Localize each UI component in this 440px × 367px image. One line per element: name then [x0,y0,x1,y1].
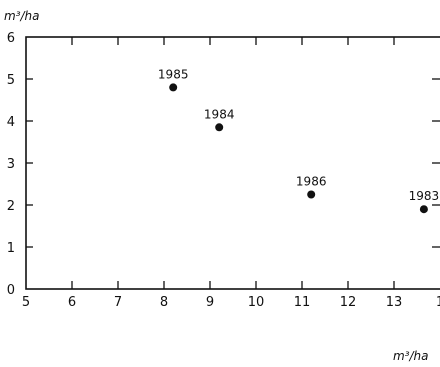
x-axis-label: m³/ha [393,349,429,363]
y-tick-labels: 0 1 2 3 4 5 6 [7,31,15,298]
x-tick-label: 13 [386,295,403,310]
x-tick-label: 6 [68,295,76,310]
y-tick-label: 4 [7,115,15,130]
data-label-1986: 1986 [296,175,327,189]
y-axis-label: m³/ha [4,9,40,23]
y-tick-label: 5 [7,73,15,88]
x-tick-labels: 5 6 7 8 9 10 11 12 13 1 [22,295,440,310]
data-point-1986 [307,190,316,199]
data-point-1984 [215,123,224,132]
x-tick-label: 7 [114,295,122,310]
data-label-1984: 1984 [204,107,235,121]
x-tick-label: 5 [22,295,30,310]
data-label-1985: 1985 [158,67,189,81]
y-tick-label: 0 [7,283,15,298]
y-tick-label: 1 [7,241,15,256]
x-tick-label: 8 [160,295,168,310]
x-tick-label: 12 [340,295,357,310]
x-tick-label: 9 [206,295,214,310]
data-label-1983: 1983 [409,189,440,203]
data-point-1985 [169,83,178,92]
data-points: 1985 1984 1986 1983 [158,67,440,214]
y-tick-label: 6 [7,31,15,46]
y-tick-label: 3 [7,157,15,172]
y-tick-label: 2 [7,199,15,214]
x-tick-label: 11 [294,295,311,310]
plot-frame [25,36,440,290]
x-tick-label: 10 [248,295,265,310]
ticks [26,37,440,289]
data-point-1983 [419,205,428,214]
x-tick-label: 1 [436,295,440,310]
